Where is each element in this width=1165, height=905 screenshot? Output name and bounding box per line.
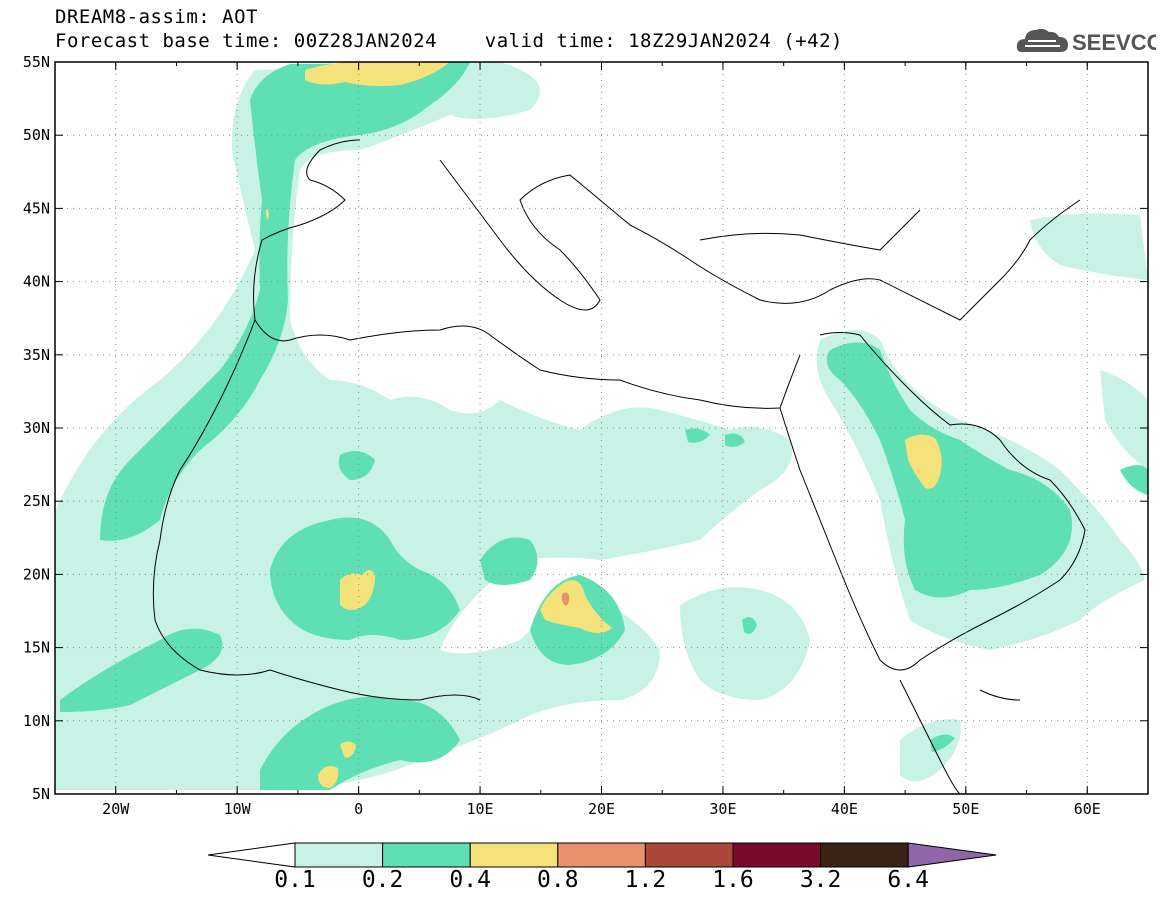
- lon-label: 30E: [709, 800, 736, 818]
- colorbar-label: 0.4: [449, 867, 491, 893]
- lat-label: 25N: [23, 492, 50, 510]
- lat-label: 30N: [23, 419, 50, 437]
- aot-level-0.4: [265, 62, 942, 788]
- lon-label: 50E: [952, 800, 979, 818]
- colorbar-label: 1.2: [625, 867, 667, 893]
- lon-label: 0: [354, 800, 363, 818]
- colorbar-swatch: [557, 842, 646, 868]
- colorbar-swatch: [469, 842, 559, 868]
- colorbar-label: 0.2: [362, 867, 404, 893]
- axis-ticks: [54, 61, 1149, 795]
- colorbar-swatch: [382, 842, 471, 868]
- lat-label: 20N: [23, 565, 50, 583]
- colorbar-swatch: [732, 842, 822, 868]
- aot-level-0.8: [561, 592, 570, 606]
- colorbar-low-arrow: [207, 842, 296, 868]
- colorbar-swatch: [644, 842, 734, 868]
- colorbar-high-arrow: [907, 842, 997, 868]
- coastlines: [152, 139, 1086, 794]
- logo-text: SEEVCCC: [1072, 30, 1156, 55]
- colorbar-label: 0.1: [274, 867, 316, 893]
- lon-label: 20W: [102, 800, 130, 818]
- lon-label: 10W: [224, 800, 252, 818]
- seevccc-logo: SEEVCCC: [1016, 22, 1165, 58]
- lat-label: 15N: [23, 639, 50, 657]
- lon-label: 10E: [467, 800, 494, 818]
- lat-label: 10N: [23, 712, 50, 730]
- latitude-labels: 55N 50N 45N 40N 35N 30N 25N 20N 15N 10N 5N: [23, 53, 50, 803]
- lat-label: 50N: [23, 126, 50, 144]
- lat-label: 55N: [23, 53, 50, 71]
- graticule: [55, 62, 1148, 794]
- aot-fields: [55, 62, 1148, 790]
- lon-label: 60E: [1074, 800, 1101, 818]
- aot-level-0.2: [60, 62, 1148, 790]
- colorbar-swatch: [294, 842, 384, 868]
- colorbar-label: 6.4: [887, 867, 929, 893]
- lat-label: 35N: [23, 346, 50, 364]
- colorbar-label: 1.6: [712, 867, 754, 893]
- lon-label: 40E: [831, 800, 858, 818]
- lat-label: 45N: [23, 199, 50, 217]
- forecast-time-line: Forecast base time: 00Z28JAN2024 valid t…: [55, 30, 843, 52]
- colorbar-label: 0.8: [537, 867, 579, 893]
- lat-label: 40N: [23, 273, 50, 291]
- colorbar-swatch: [820, 842, 909, 868]
- lat-label: 5N: [32, 785, 50, 803]
- cloud-icon: SEEVCCC: [1016, 28, 1165, 55]
- longitude-labels: 20W 10W 0 10E 20E 30E 40E 50E 60E: [102, 800, 1101, 818]
- map-title: DREAM8-assim: AOT: [55, 6, 258, 28]
- lon-label: 20E: [588, 800, 615, 818]
- colorbar-label: 3.2: [800, 867, 842, 893]
